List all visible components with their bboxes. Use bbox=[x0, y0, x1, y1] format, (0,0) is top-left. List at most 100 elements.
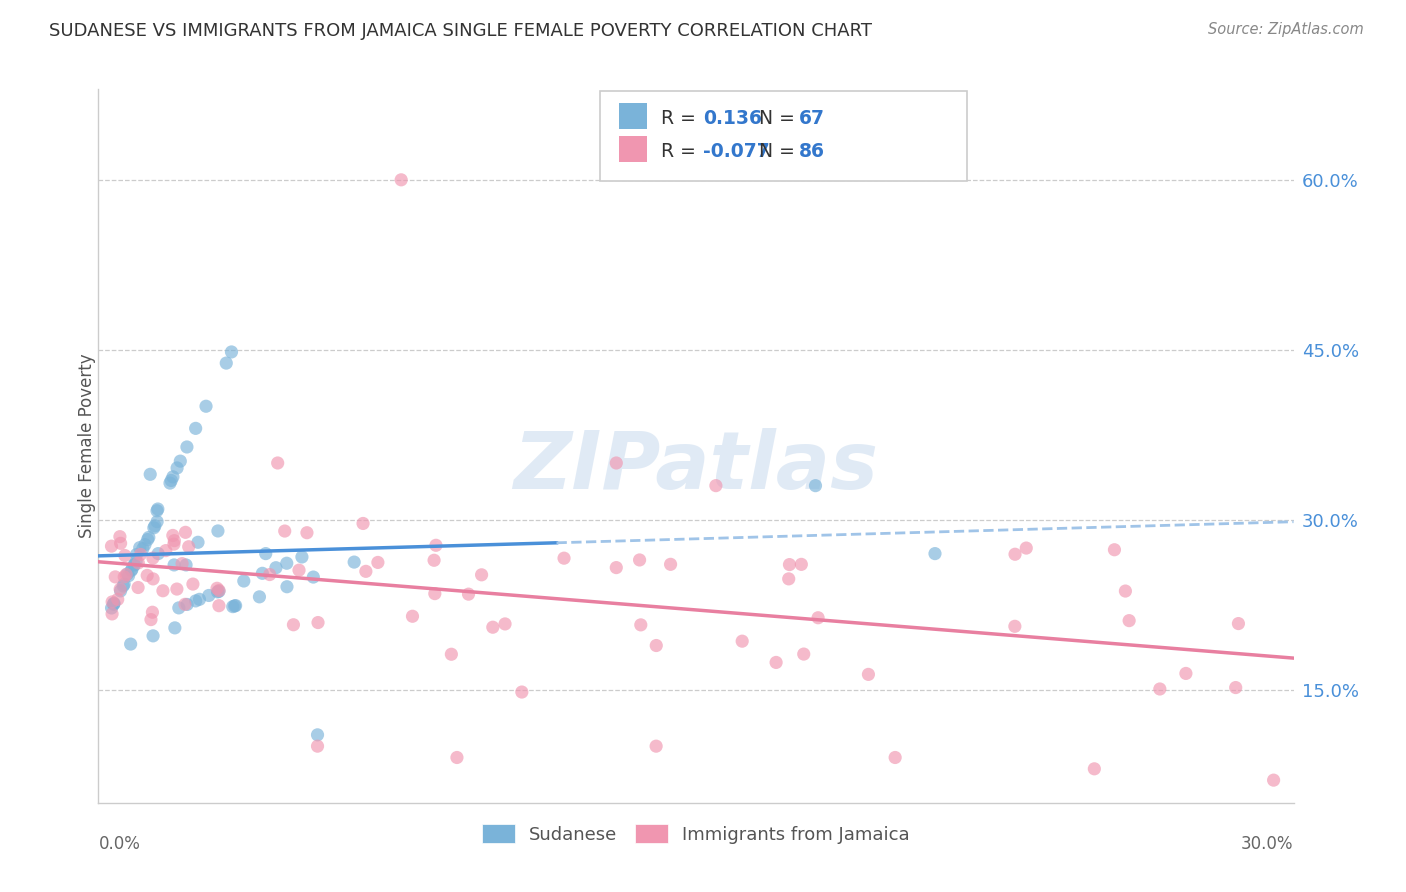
Point bbox=[208, 583, 231, 598]
Point bbox=[198, 589, 221, 603]
Point bbox=[115, 567, 138, 582]
Point bbox=[174, 525, 197, 540]
Point bbox=[101, 607, 124, 621]
Point bbox=[146, 515, 169, 529]
Point bbox=[276, 580, 298, 594]
Point bbox=[1263, 773, 1285, 788]
Point bbox=[659, 558, 682, 572]
Point bbox=[302, 570, 325, 584]
Point bbox=[765, 656, 787, 670]
Point bbox=[1083, 762, 1105, 776]
Point bbox=[1149, 681, 1171, 696]
Point bbox=[605, 456, 627, 470]
Point bbox=[148, 547, 170, 561]
Text: 86: 86 bbox=[799, 142, 824, 161]
Point bbox=[163, 621, 186, 635]
Point bbox=[283, 617, 305, 632]
Point bbox=[132, 541, 155, 556]
Point bbox=[120, 637, 142, 651]
Point bbox=[793, 647, 815, 661]
Point bbox=[142, 572, 165, 586]
Point bbox=[103, 597, 125, 611]
Point bbox=[307, 728, 329, 742]
Point bbox=[162, 470, 184, 484]
Point bbox=[645, 739, 668, 754]
Point bbox=[778, 558, 800, 572]
Point bbox=[184, 421, 207, 435]
Point bbox=[176, 598, 198, 612]
Point bbox=[276, 556, 298, 570]
Point bbox=[155, 543, 177, 558]
Point bbox=[138, 530, 160, 544]
Point bbox=[457, 587, 479, 601]
Point bbox=[142, 521, 165, 535]
Point bbox=[645, 639, 668, 653]
Point bbox=[117, 568, 139, 582]
Point bbox=[121, 562, 143, 576]
Point bbox=[100, 601, 122, 615]
Point bbox=[176, 440, 198, 454]
Point bbox=[141, 605, 163, 619]
Point bbox=[510, 685, 533, 699]
Point bbox=[112, 570, 135, 584]
Point bbox=[207, 585, 229, 599]
Text: N =: N = bbox=[759, 142, 796, 161]
Point bbox=[125, 548, 148, 562]
Y-axis label: Single Female Poverty: Single Female Poverty bbox=[79, 354, 96, 538]
Point bbox=[630, 618, 652, 632]
Point bbox=[446, 750, 468, 764]
Point bbox=[440, 647, 463, 661]
Point bbox=[184, 594, 207, 608]
Point bbox=[128, 541, 150, 555]
Point bbox=[100, 539, 122, 553]
Point bbox=[343, 555, 366, 569]
Point bbox=[160, 474, 183, 488]
Text: N =: N = bbox=[759, 109, 796, 128]
Point bbox=[187, 535, 209, 549]
Point bbox=[1114, 584, 1136, 599]
Point bbox=[295, 525, 318, 540]
Point bbox=[112, 579, 135, 593]
Text: 30.0%: 30.0% bbox=[1241, 835, 1294, 853]
Text: R =: R = bbox=[661, 109, 696, 128]
Point bbox=[146, 502, 169, 516]
Point bbox=[134, 538, 156, 552]
Point bbox=[136, 568, 159, 582]
Point bbox=[152, 583, 174, 598]
Point bbox=[1225, 681, 1247, 695]
Point bbox=[110, 583, 132, 598]
Point bbox=[307, 615, 329, 630]
Point bbox=[249, 590, 271, 604]
Point bbox=[143, 519, 166, 533]
Point bbox=[1004, 547, 1026, 561]
Point bbox=[127, 581, 149, 595]
Point bbox=[807, 611, 830, 625]
Point bbox=[1118, 614, 1140, 628]
Point bbox=[162, 528, 184, 542]
Text: 0.0%: 0.0% bbox=[98, 835, 141, 853]
Text: Source: ZipAtlas.com: Source: ZipAtlas.com bbox=[1208, 22, 1364, 37]
Point bbox=[166, 461, 188, 475]
Point bbox=[172, 557, 194, 571]
Point bbox=[127, 556, 149, 570]
Point bbox=[104, 570, 127, 584]
Point bbox=[174, 558, 197, 572]
Point bbox=[731, 634, 754, 648]
Point bbox=[884, 750, 907, 764]
Point bbox=[423, 586, 446, 600]
Point bbox=[107, 592, 129, 607]
Point bbox=[352, 516, 374, 531]
Point bbox=[146, 504, 169, 518]
Point bbox=[553, 551, 575, 566]
Point bbox=[166, 582, 188, 596]
Point bbox=[605, 560, 627, 574]
Point bbox=[1227, 616, 1250, 631]
Point bbox=[1174, 666, 1197, 681]
Point bbox=[139, 467, 162, 482]
Point bbox=[159, 476, 181, 491]
Point bbox=[790, 558, 813, 572]
Point bbox=[232, 574, 254, 588]
Point bbox=[1104, 542, 1126, 557]
Point bbox=[924, 547, 946, 561]
Point bbox=[208, 584, 231, 599]
